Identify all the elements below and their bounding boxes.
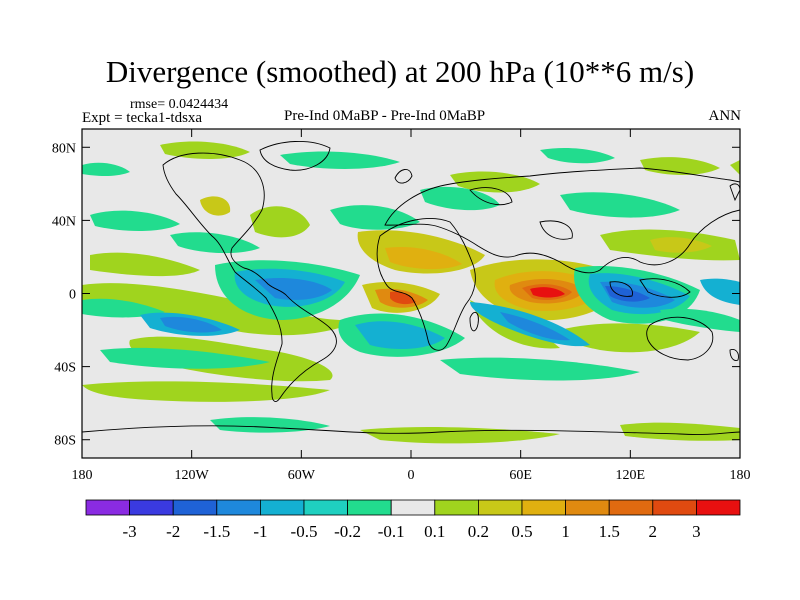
colorbar-swatch: [303, 499, 348, 516]
colorbar-swatch: [216, 499, 261, 516]
axis-ticks: 80N 40N 0 40S 80S 180 120W 60W 0 60E 120E 180: [52, 129, 751, 483]
colorbar-label: -1: [253, 522, 267, 541]
colorbar-swatch: [85, 499, 130, 516]
lon-tick-label: 60W: [288, 468, 316, 483]
colorbar-label: 3: [692, 522, 701, 541]
colorbar-swatch: [172, 499, 218, 516]
colorbar-swatch: [129, 499, 174, 516]
lat-tick-label: 80S: [54, 434, 76, 449]
colorbar-swatch: [390, 499, 436, 516]
lon-tick-label: 120W: [175, 468, 210, 483]
colorbar-label: -0.5: [291, 522, 318, 541]
rmse-label: rmse= 0.0424434: [130, 97, 229, 112]
colorbar-swatch: [434, 499, 479, 516]
map-plot-area: [82, 129, 740, 458]
experiment-label: Expt = tecka1-tdsxa: [82, 110, 203, 126]
lon-tick-label: 60E: [509, 468, 532, 483]
lat-tick-label: 0: [69, 288, 76, 303]
comparison-label: Pre-Ind 0MaBP - Pre-Ind 0MaBP: [284, 108, 486, 124]
colorbar-swatch: [696, 499, 741, 516]
colorbar-swatch: [521, 499, 566, 516]
convergence-fields: [82, 147, 740, 433]
colorbar-label: 0.1: [424, 522, 445, 541]
lon-tick-label: 180: [72, 468, 93, 483]
colorbar-label: 0.2: [468, 522, 489, 541]
colorbar-label: 1.5: [599, 522, 620, 541]
colorbar-swatch: [347, 499, 392, 516]
lat-tick-label: 80N: [52, 141, 76, 156]
colorbar-swatch: [608, 499, 654, 516]
coastlines: [82, 140, 740, 435]
colorbar-label: 2: [649, 522, 658, 541]
lon-tick-label: 0: [408, 468, 415, 483]
colorbar-label: -0.2: [334, 522, 361, 541]
lon-tick-label: 120E: [616, 468, 646, 483]
colorbar: -3 -2 -1.5 -1 -0.5 -0.2 -0.1 0.1 0.2 0.5 1 1.5 2 3: [85, 499, 741, 541]
lat-tick-label: 40N: [52, 214, 76, 229]
colorbar-label: -1.5: [203, 522, 230, 541]
colorbar-label: -0.1: [378, 522, 405, 541]
colorbar-swatch: [477, 499, 523, 516]
colorbar-swatch: [652, 499, 697, 516]
plot-title: Divergence (smoothed) at 200 hPa (10**6 …: [105, 54, 695, 89]
colorbar-label: 1: [561, 522, 570, 541]
lon-tick-label: 180: [730, 468, 751, 483]
colorbar-label: -3: [123, 522, 137, 541]
colorbar-label: 0.5: [511, 522, 532, 541]
season-label: ANN: [708, 108, 742, 124]
colorbar-label: -2: [166, 522, 180, 541]
colorbar-swatch: [565, 499, 610, 516]
lat-tick-label: 40S: [54, 361, 76, 376]
colorbar-swatch: [259, 499, 305, 516]
